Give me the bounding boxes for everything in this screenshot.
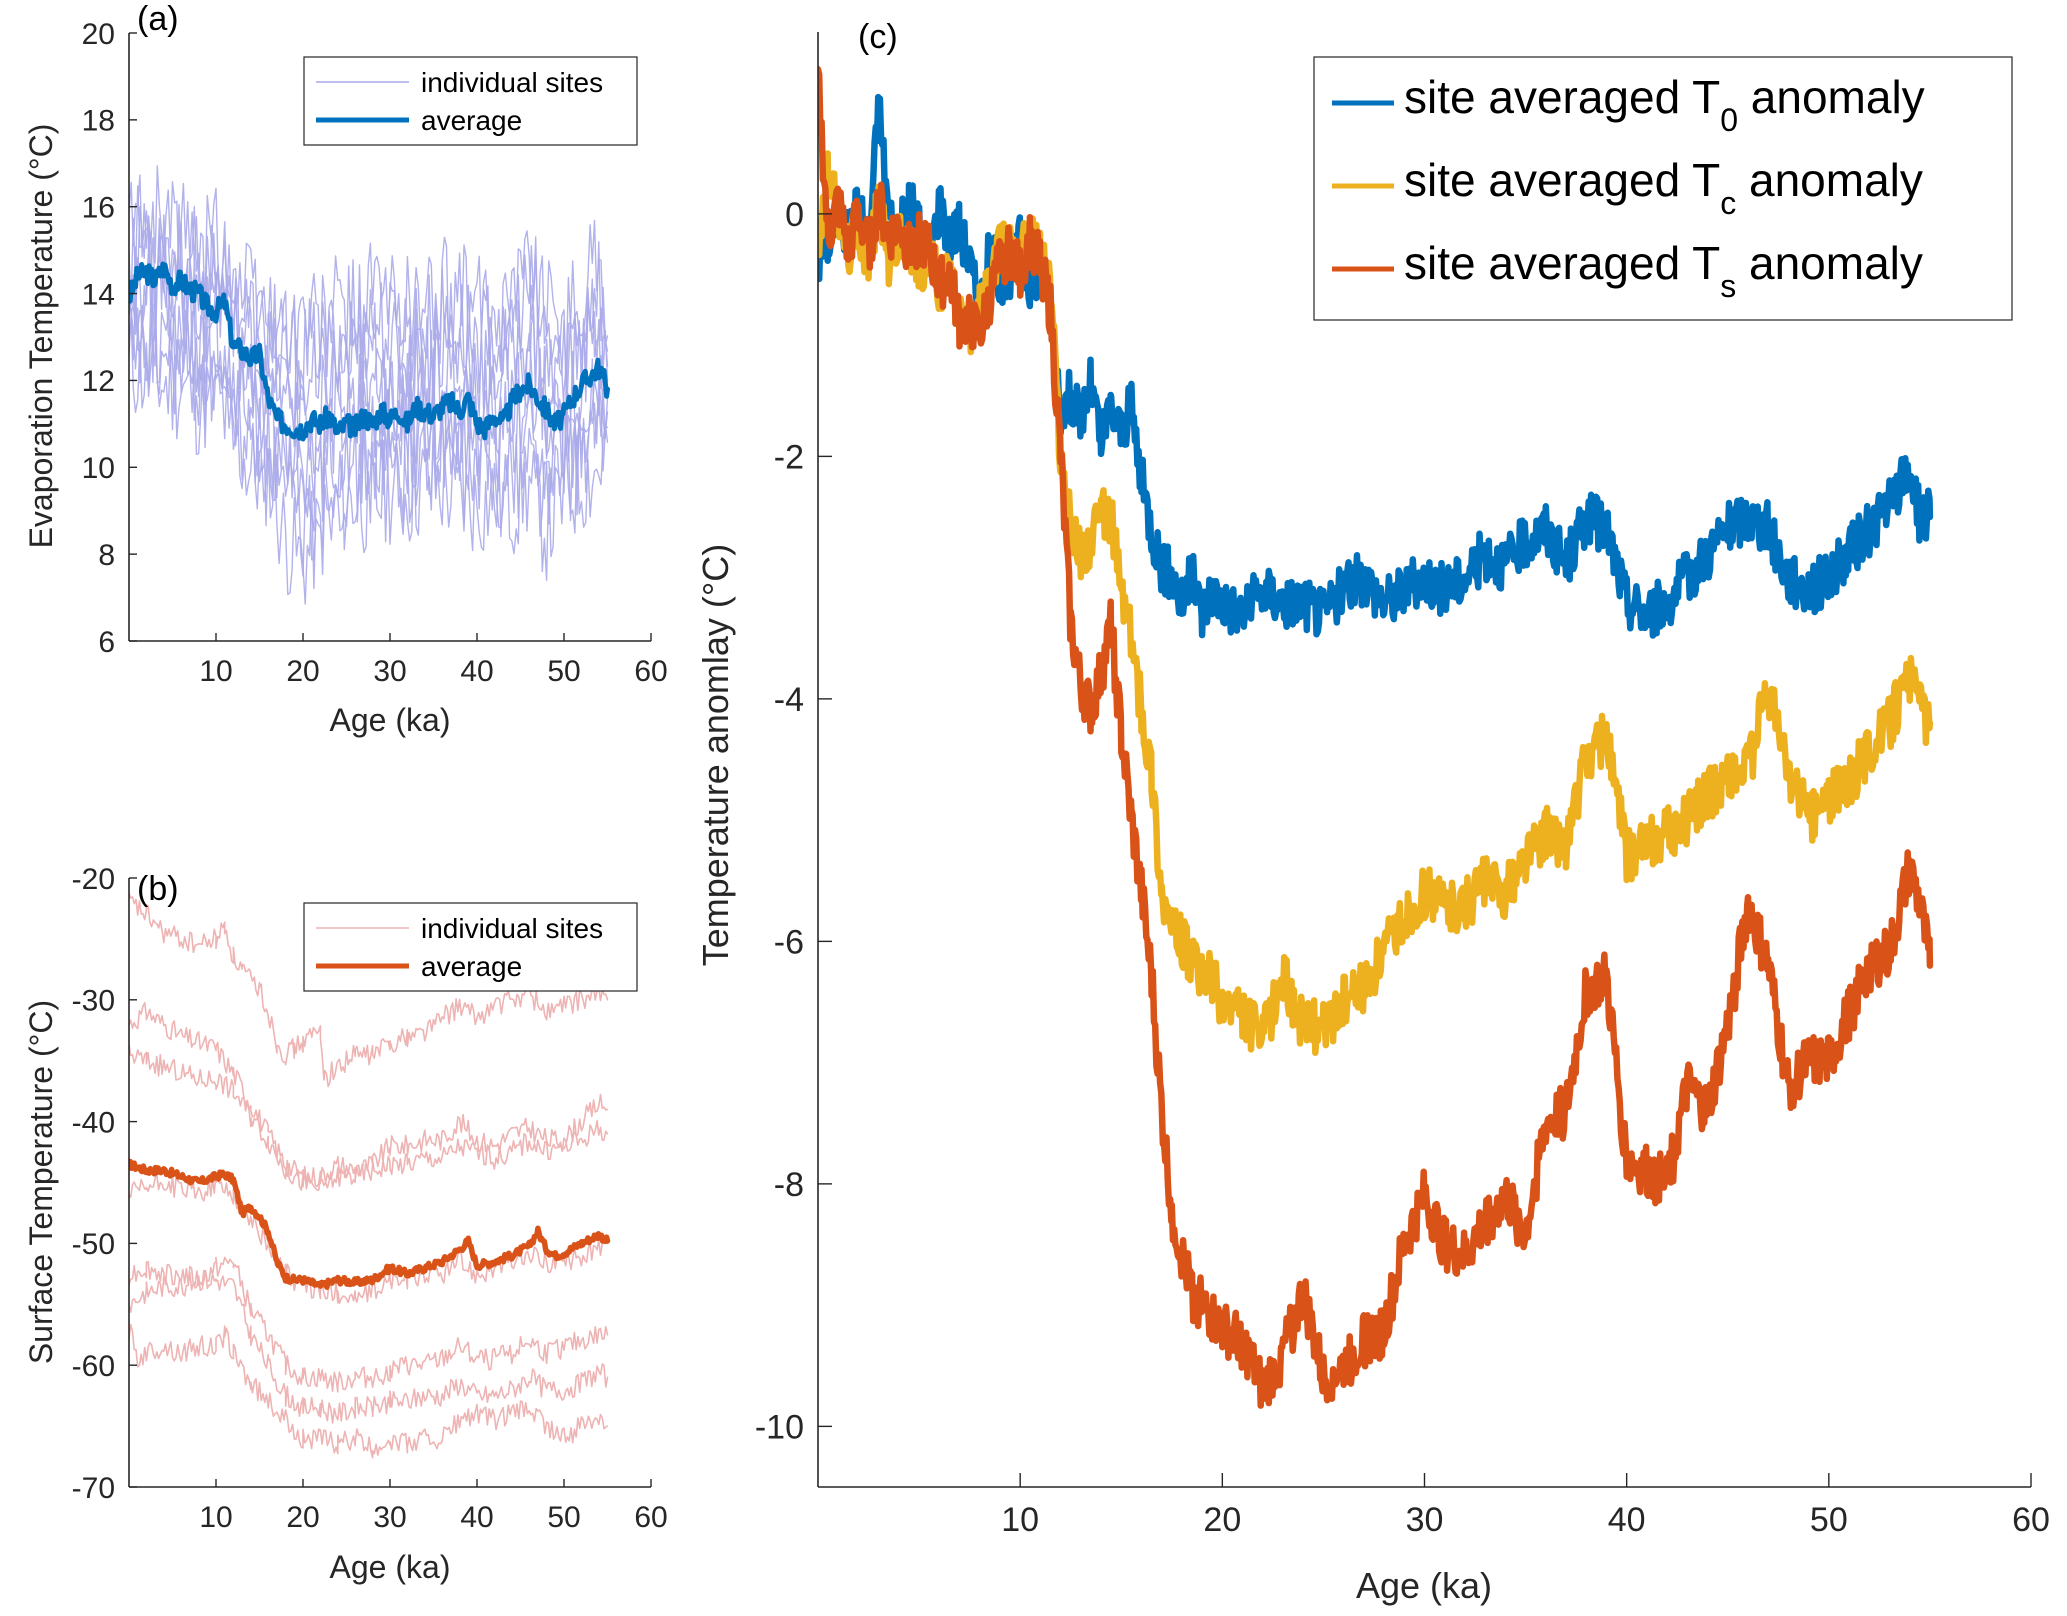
c-axes: 10 20 30 40 50 60 -10 -8 -6 -4 -2 0 bbox=[755, 32, 2050, 1539]
c-legend-tc-sub: c bbox=[1720, 185, 1736, 221]
a-y-tick-label: 18 bbox=[82, 105, 115, 138]
c-y-tick-label: 0 bbox=[785, 196, 804, 234]
b-x-tick-label: 20 bbox=[286, 1501, 319, 1534]
b-y-tick-label: -70 bbox=[72, 1472, 115, 1505]
b-y-tick-label: -20 bbox=[72, 863, 115, 896]
c-legend: site averaged T0 anomaly site averaged T… bbox=[1313, 56, 2013, 321]
a-individual-site-line bbox=[129, 165, 609, 377]
b-ylabel: Surface Temperature (°C) bbox=[23, 1000, 59, 1364]
b-legend-individual-label: individual sites bbox=[421, 913, 603, 944]
c-y-tick-label: -4 bbox=[774, 681, 804, 719]
c-x-tick-label: 20 bbox=[1203, 1501, 1241, 1539]
c-lines bbox=[818, 66, 1934, 1409]
c-x-tick-label: 10 bbox=[1001, 1501, 1039, 1539]
c-legend-ts-text: site averaged T bbox=[1404, 237, 1720, 289]
c-legend-t0-label: site averaged T0 anomaly bbox=[1404, 71, 1925, 138]
a-ylabel: Evaporation Temperature (°C) bbox=[23, 124, 59, 549]
b-y-tick-label: -40 bbox=[72, 1106, 115, 1139]
panel-c-label: (c) bbox=[858, 18, 898, 56]
a-x-tick-label: 50 bbox=[547, 655, 580, 688]
a-individual-site-line bbox=[129, 253, 609, 514]
a-y-tick-label: 8 bbox=[98, 539, 115, 572]
c-x-tick-label: 50 bbox=[1810, 1501, 1848, 1539]
a-x-tick-label: 10 bbox=[199, 655, 232, 688]
a-y-tick-label: 14 bbox=[82, 278, 115, 311]
b-y-tick-label: -60 bbox=[72, 1350, 115, 1383]
c-legend-ts-label: site averaged Ts anomaly bbox=[1404, 237, 1923, 304]
panel-b-label: (b) bbox=[137, 870, 179, 908]
a-x-tick-label: 30 bbox=[373, 655, 406, 688]
a-x-tick-label: 40 bbox=[460, 655, 493, 688]
c-y-tick-label: -8 bbox=[774, 1166, 804, 1204]
b-legend: individual sites average bbox=[303, 902, 638, 992]
b-individual-site-line bbox=[129, 1001, 609, 1188]
a-legend-average-label: average bbox=[421, 105, 522, 136]
a-y-tick-label: 16 bbox=[82, 192, 115, 225]
b-average-line bbox=[129, 1158, 611, 1290]
b-individual-site-line bbox=[129, 1323, 609, 1459]
b-x-tick-label: 60 bbox=[634, 1501, 667, 1534]
c-series-line-ts bbox=[818, 66, 1934, 1409]
a-axes: 10 20 30 40 50 60 6 8 10 12 14 16 18 20 bbox=[82, 18, 668, 688]
b-lines bbox=[129, 892, 611, 1459]
b-x-tick-label: 40 bbox=[460, 1501, 493, 1534]
b-axes: 10 20 30 40 50 60 -70 -60 -50 -40 -30 -20 bbox=[72, 863, 668, 1534]
a-x-tick-label: 20 bbox=[286, 655, 319, 688]
c-legend-ts-sub: s bbox=[1720, 268, 1736, 304]
a-y-tick-label: 10 bbox=[82, 452, 115, 485]
b-individual-site-line bbox=[129, 1256, 609, 1393]
a-y-tick-label: 12 bbox=[82, 365, 115, 398]
c-legend-tc-text: site averaged T bbox=[1404, 154, 1720, 206]
a-legend: individual sites average bbox=[303, 56, 638, 146]
c-xlabel: Age (ka) bbox=[1356, 1565, 1492, 1606]
b-individual-site-line bbox=[129, 1043, 609, 1192]
a-lines bbox=[129, 165, 610, 605]
c-ylabel: Temperature anomlay (°C) bbox=[695, 544, 736, 967]
a-individual-site-line bbox=[129, 317, 609, 605]
b-individual-site-line bbox=[129, 1171, 609, 1304]
c-legend-tc-label: site averaged Tc anomaly bbox=[1404, 154, 1923, 221]
c-y-tick-label: -6 bbox=[774, 924, 804, 962]
c-legend-tc-tail: anomaly bbox=[1736, 154, 1923, 206]
c-legend-ts-tail: anomaly bbox=[1736, 237, 1923, 289]
c-y-tick-label: -2 bbox=[774, 439, 804, 477]
a-xlabel: Age (ka) bbox=[330, 702, 451, 738]
a-individual-site-line bbox=[129, 185, 609, 411]
c-legend-t0-sub: 0 bbox=[1720, 102, 1738, 138]
c-x-tick-label: 30 bbox=[1406, 1501, 1444, 1539]
b-y-tick-label: -50 bbox=[72, 1228, 115, 1261]
c-x-tick-label: 40 bbox=[1608, 1501, 1646, 1539]
b-individual-site-line bbox=[129, 892, 609, 1088]
b-x-tick-label: 30 bbox=[373, 1501, 406, 1534]
a-x-tick-label: 60 bbox=[634, 655, 667, 688]
panel-a-label: (a) bbox=[137, 0, 179, 38]
b-x-tick-label: 50 bbox=[547, 1501, 580, 1534]
b-legend-average-label: average bbox=[421, 951, 522, 982]
panel-c: 10 20 30 40 50 60 -10 -8 -6 -4 -2 0 (c) Age (ka) Te… bbox=[695, 18, 2050, 1606]
panel-b: 10 20 30 40 50 60 -70 -60 -50 -40 -30 -20 (b) Age (… bbox=[23, 863, 668, 1585]
c-y-tick-label: -10 bbox=[755, 1409, 804, 1447]
a-y-tick-label: 6 bbox=[98, 626, 115, 659]
a-y-tick-label: 20 bbox=[82, 18, 115, 51]
b-x-tick-label: 10 bbox=[199, 1501, 232, 1534]
c-legend-t0-text: site averaged T bbox=[1404, 71, 1720, 123]
c-x-tick-label: 60 bbox=[2012, 1501, 2050, 1539]
a-legend-individual-label: individual sites bbox=[421, 67, 603, 98]
a-average-line bbox=[129, 261, 610, 442]
c-series-line-tc bbox=[818, 150, 1934, 1057]
b-individual-site-line bbox=[129, 1269, 609, 1424]
b-y-tick-label: -30 bbox=[72, 985, 115, 1018]
b-xlabel: Age (ka) bbox=[330, 1549, 451, 1585]
c-legend-t0-tail: anomaly bbox=[1738, 71, 1925, 123]
